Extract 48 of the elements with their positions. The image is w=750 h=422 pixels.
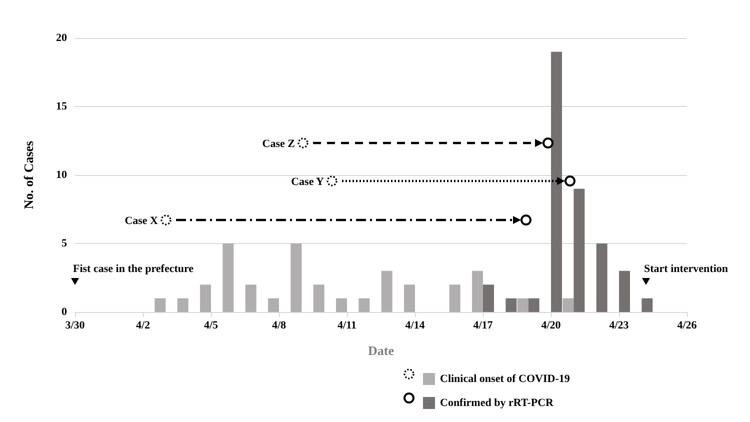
bar bbox=[551, 52, 562, 312]
bar bbox=[528, 298, 540, 312]
bar bbox=[358, 298, 370, 312]
bar bbox=[222, 244, 234, 312]
annotation: Case X bbox=[124, 215, 158, 227]
annotation: Fist case in the prefecture bbox=[73, 263, 194, 275]
bar bbox=[596, 244, 608, 312]
legend-label: Clinical onset of COVID-19 bbox=[440, 373, 570, 385]
bar bbox=[619, 270, 630, 312]
bar bbox=[574, 188, 585, 312]
x-tick-label: 4/26 bbox=[677, 320, 698, 332]
bar bbox=[313, 284, 324, 312]
bar bbox=[336, 298, 347, 312]
x-tick-label: 4/14 bbox=[405, 320, 426, 332]
y-tick-label: 5 bbox=[62, 238, 68, 250]
annotation: Case Y bbox=[291, 176, 324, 188]
bar bbox=[268, 298, 279, 312]
x-tick-label: 4/11 bbox=[338, 320, 356, 332]
bar bbox=[517, 298, 528, 312]
annotation: Start intervention bbox=[644, 263, 728, 275]
legend-label: Confirmed by rRT-PCR bbox=[440, 397, 555, 409]
annotation: Case Z bbox=[262, 138, 295, 150]
bar bbox=[200, 284, 211, 312]
bar bbox=[245, 284, 256, 312]
bar bbox=[177, 298, 188, 312]
x-tick-label: 4/2 bbox=[136, 320, 151, 332]
x-tick-label: 4/23 bbox=[609, 320, 630, 332]
x-tick-label: 4/8 bbox=[272, 320, 287, 332]
y-tick-label: 20 bbox=[56, 32, 68, 44]
y-axis-title: No. of Cases bbox=[21, 140, 36, 210]
bar bbox=[449, 284, 460, 312]
x-tick-label: 4/20 bbox=[541, 320, 562, 332]
bar bbox=[506, 298, 517, 312]
y-tick-label: 10 bbox=[56, 169, 68, 181]
bar bbox=[483, 284, 494, 312]
bar bbox=[472, 270, 483, 312]
bar bbox=[562, 298, 574, 312]
x-tick-label: 3/30 bbox=[65, 320, 86, 332]
y-tick-label: 15 bbox=[56, 100, 68, 112]
bar bbox=[642, 298, 653, 312]
x-tick-label: 4/17 bbox=[473, 320, 494, 332]
x-axis-title: Date bbox=[368, 343, 394, 358]
bar bbox=[381, 270, 392, 312]
bar bbox=[154, 298, 166, 312]
y-tick-label: 0 bbox=[62, 306, 68, 318]
bar bbox=[290, 244, 302, 312]
x-tick-label: 4/5 bbox=[204, 320, 219, 332]
bar bbox=[404, 284, 415, 312]
